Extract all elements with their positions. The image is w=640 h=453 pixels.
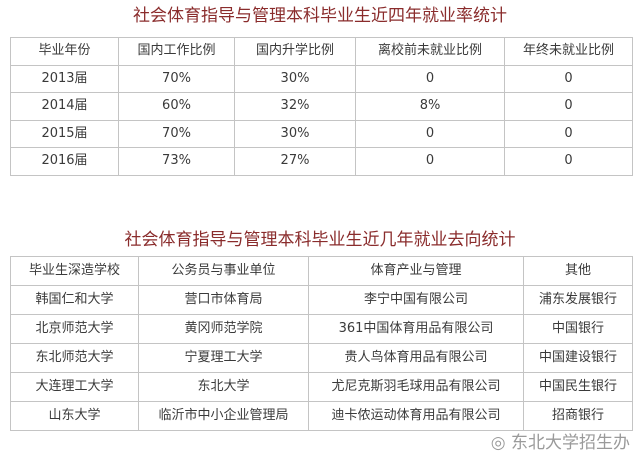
- table-row: 2014届 60% 32% 8% 0: [10, 92, 633, 121]
- table-cell: 32%: [234, 92, 356, 121]
- header-cell: 毕业年份: [10, 37, 119, 66]
- watermark: ◎ 东北大学招生办: [491, 434, 630, 452]
- employment-rate-table: 毕业年份 国内工作比例 国内升学比例 离校前未就业比例 年终未就业比例 2013届 70% 3…: [10, 37, 633, 176]
- header-row: 毕业生深造学校 公务员与事业单位 体育产业与管理 其他: [10, 256, 633, 286]
- table-cell: 2016届: [10, 147, 119, 176]
- table-row: 北京师范大学 黄冈师范学院 361中国体育用品有限公司 中国银行: [10, 314, 633, 344]
- employment-destination-table: 毕业生深造学校 公务员与事业单位 体育产业与管理 其他 韩国仁和大学 营口市体育局 李宁中国…: [10, 256, 633, 431]
- table-row: 韩国仁和大学 营口市体育局 李宁中国有限公司 浦东发展银行: [10, 285, 633, 315]
- wechat-icon: ◎: [490, 433, 506, 453]
- table-cell: 0: [355, 147, 505, 176]
- table-cell: 0: [504, 92, 633, 121]
- table-cell: 李宁中国有限公司: [308, 285, 524, 315]
- table-cell: 73%: [118, 147, 235, 176]
- table-row: 大连理工大学 东北大学 尤尼克斯羽毛球用品有限公司 中国民生银行: [10, 372, 633, 402]
- table-cell: 30%: [234, 119, 356, 148]
- table-row: 2016届 73% 27% 0 0: [10, 147, 633, 176]
- table-row: 2013届 70% 30% 0 0: [10, 64, 633, 93]
- table-cell: 2014届: [10, 92, 119, 121]
- table-cell: 北京师范大学: [10, 314, 139, 344]
- table-cell: 宁夏理工大学: [138, 343, 309, 373]
- table-row: 2015届 70% 30% 0 0: [10, 119, 633, 148]
- table-cell: 2013届: [10, 64, 119, 93]
- header-cell: 体育产业与管理: [308, 256, 524, 286]
- table-cell: 招商银行: [523, 401, 633, 431]
- table-cell: 0: [504, 64, 633, 93]
- table1-title: 社会体育指导与管理本科毕业生近四年就业率统计: [133, 6, 507, 26]
- table-cell: 迪卡侬运动体育用品有限公司: [308, 401, 524, 431]
- table-cell: 0: [504, 119, 633, 148]
- table-cell: 60%: [118, 92, 235, 121]
- table-cell: 贵人鸟体育用品有限公司: [308, 343, 524, 373]
- header-cell: 国内工作比例: [118, 37, 235, 66]
- header-cell: 公务员与事业单位: [138, 256, 309, 286]
- header-cell: 国内升学比例: [234, 37, 356, 66]
- table-cell: 361中国体育用品有限公司: [308, 314, 524, 344]
- table-cell: 浦东发展银行: [523, 285, 633, 315]
- table-cell: 中国建设银行: [523, 343, 633, 373]
- table-cell: 27%: [234, 147, 356, 176]
- table-cell: 中国银行: [523, 314, 633, 344]
- table-cell: 大连理工大学: [10, 372, 139, 402]
- table-cell: 70%: [118, 64, 235, 93]
- header-cell: 离校前未就业比例: [355, 37, 505, 66]
- table-cell: 山东大学: [10, 401, 139, 431]
- table-cell: 70%: [118, 119, 235, 148]
- header-cell: 其他: [523, 256, 633, 286]
- table-cell: 2015届: [10, 119, 119, 148]
- table-cell: 0: [504, 147, 633, 176]
- table-cell: 中国民生银行: [523, 372, 633, 402]
- table2-title: 社会体育指导与管理本科毕业生近几年就业去向统计: [124, 230, 516, 250]
- header-cell: 年终未就业比例: [504, 37, 633, 66]
- table-cell: 东北大学: [138, 372, 309, 402]
- table-row: 山东大学 临沂市中小企业管理局 迪卡侬运动体育用品有限公司 招商银行: [10, 401, 633, 431]
- table-cell: 营口市体育局: [138, 285, 309, 315]
- table-row: 东北师范大学 宁夏理工大学 贵人鸟体育用品有限公司 中国建设银行: [10, 343, 633, 373]
- header-row: 毕业年份 国内工作比例 国内升学比例 离校前未就业比例 年终未就业比例: [10, 37, 633, 66]
- table-cell: 尤尼克斯羽毛球用品有限公司: [308, 372, 524, 402]
- table-cell: 韩国仁和大学: [10, 285, 139, 315]
- table-cell: 0: [355, 64, 505, 93]
- table-cell: 8%: [355, 92, 505, 121]
- header-cell: 毕业生深造学校: [10, 256, 139, 286]
- table-cell: 0: [355, 119, 505, 148]
- table-cell: 黄冈师范学院: [138, 314, 309, 344]
- table-cell: 30%: [234, 64, 356, 93]
- watermark-text: 东北大学招生办: [511, 433, 630, 453]
- table-cell: 临沂市中小企业管理局: [138, 401, 309, 431]
- table-cell: 东北师范大学: [10, 343, 139, 373]
